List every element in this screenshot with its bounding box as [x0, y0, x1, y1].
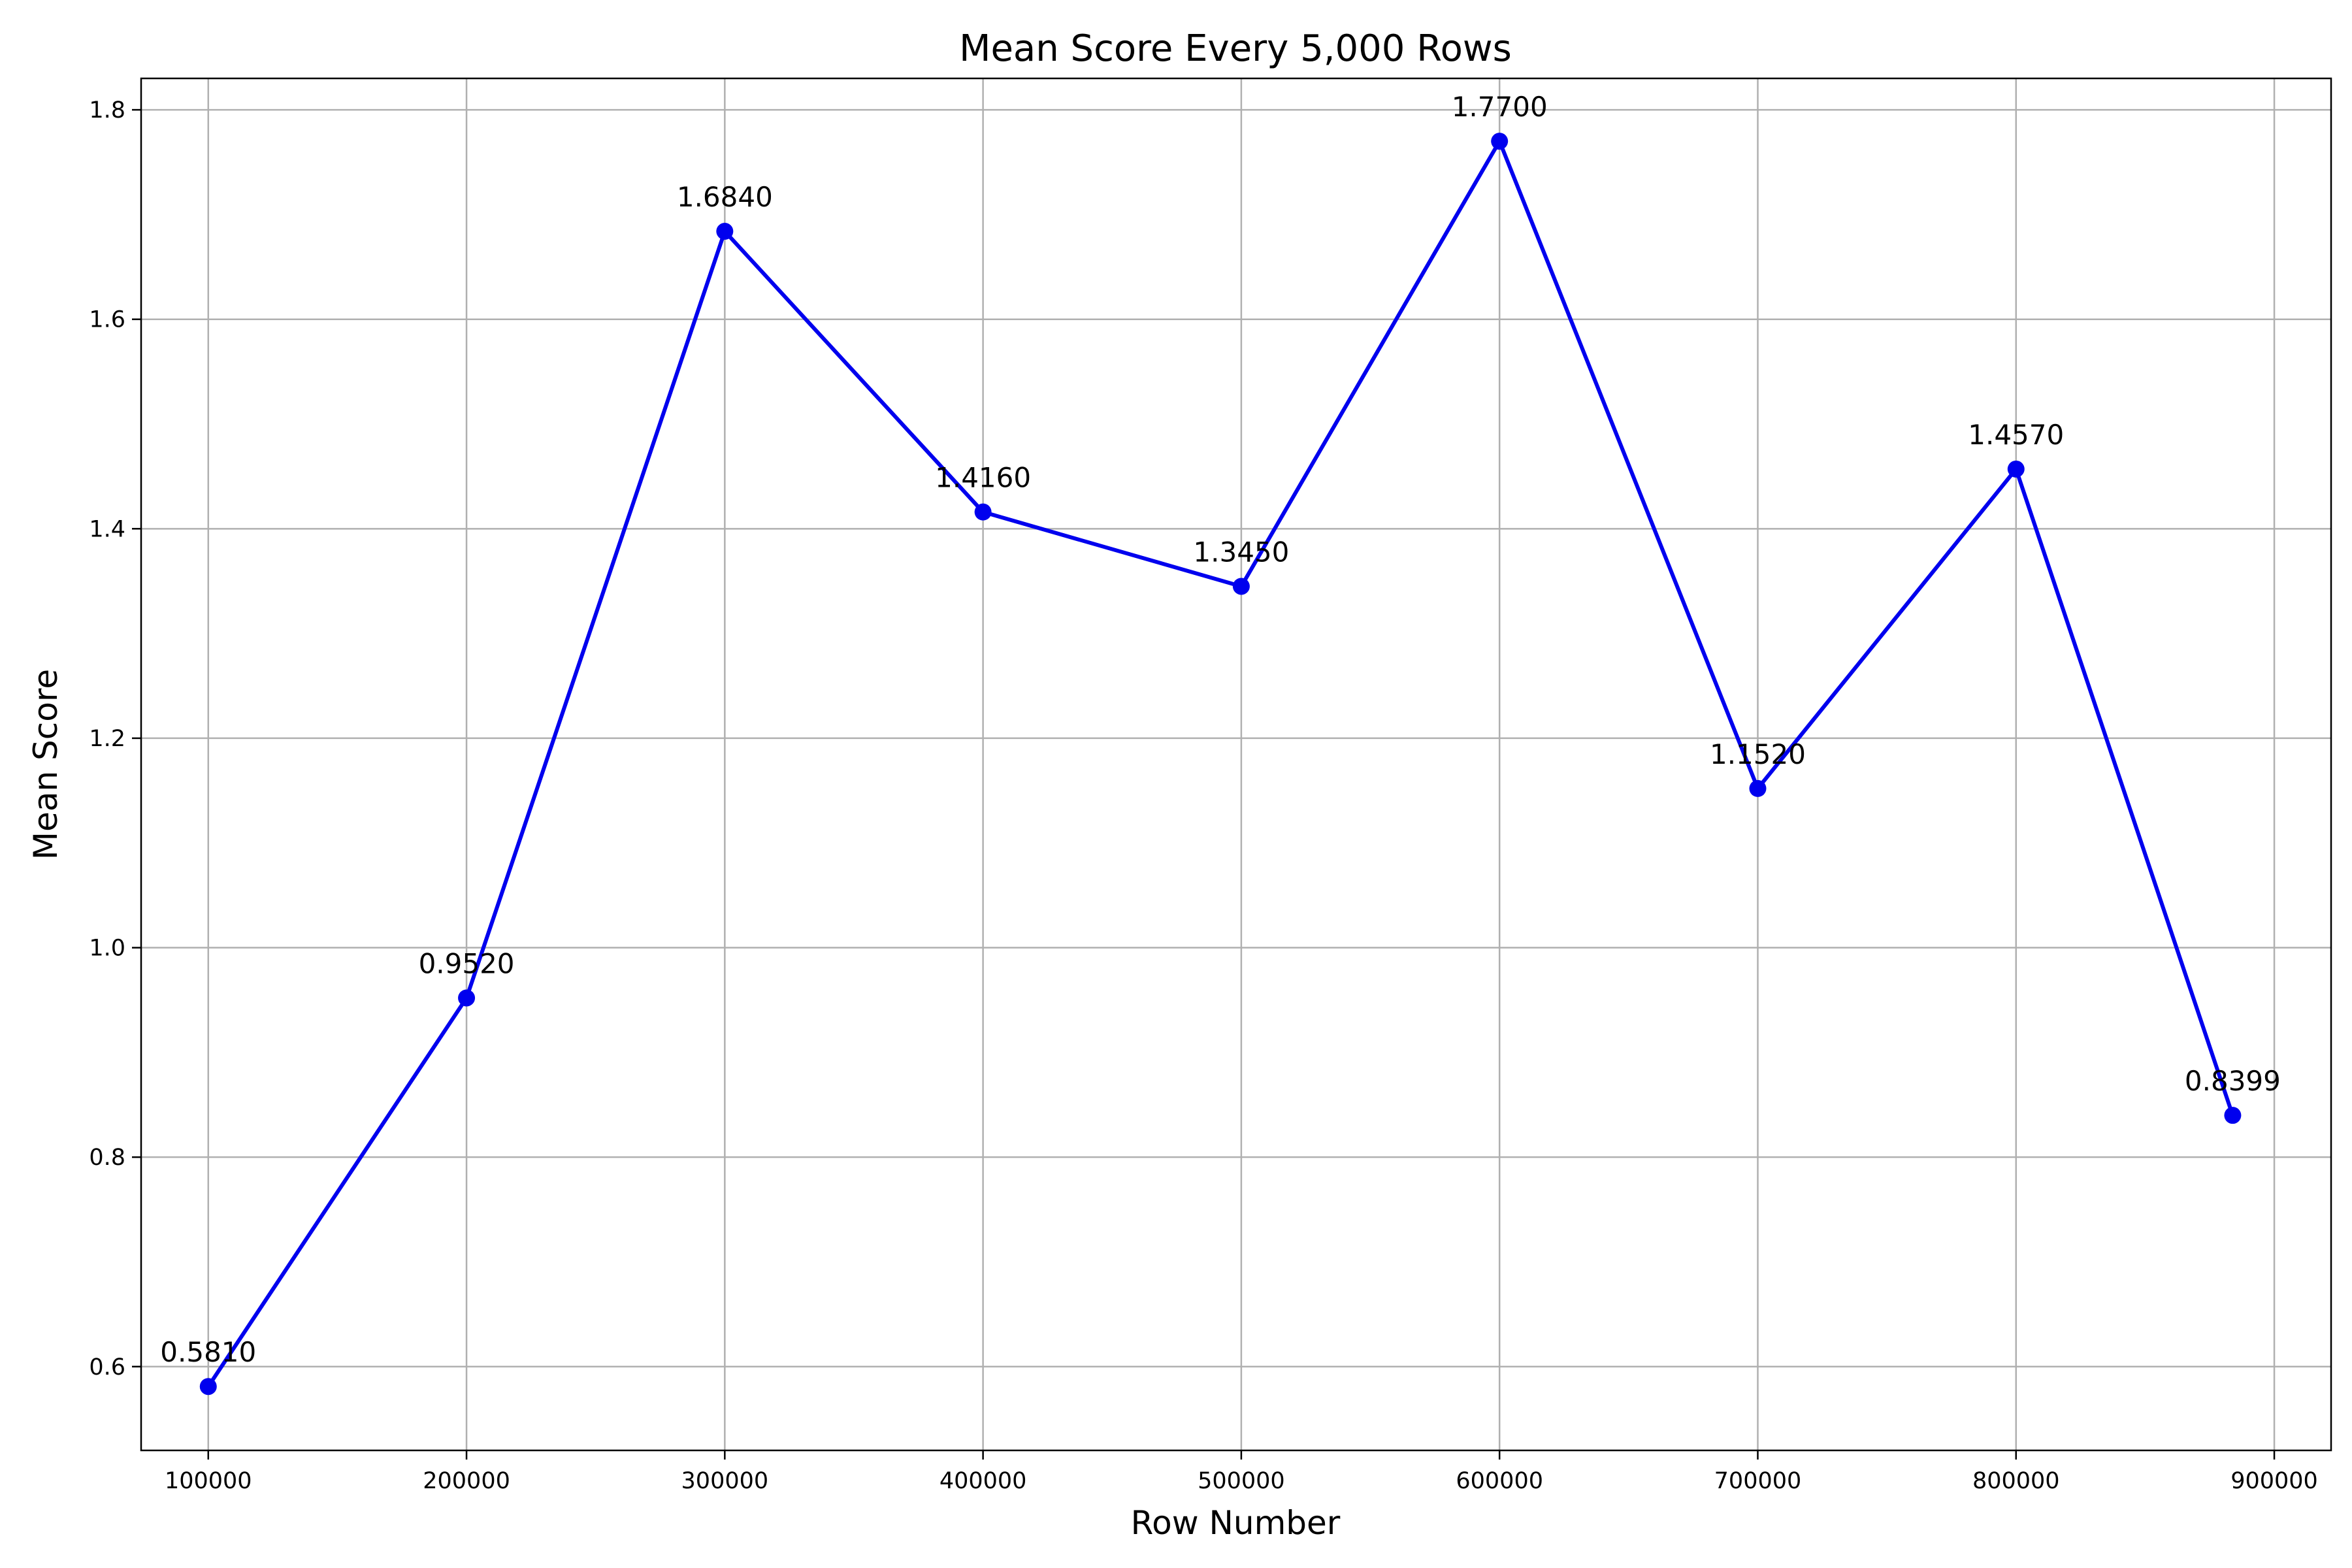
y-tick-label: 0.8	[89, 1145, 125, 1171]
x-tick-label: 100000	[165, 1468, 252, 1494]
data-label: 0.5810	[160, 1336, 256, 1368]
y-tick-label: 1.0	[89, 936, 125, 962]
data-label: 1.4570	[1968, 419, 2064, 451]
data-point	[2007, 460, 2025, 478]
y-tick-label: 1.8	[89, 97, 125, 123]
data-label: 1.4160	[935, 462, 1031, 494]
grid	[141, 78, 2331, 1450]
y-tick-label: 1.2	[89, 726, 125, 752]
x-tick-label: 200000	[423, 1468, 510, 1494]
x-tick-label: 300000	[681, 1468, 769, 1494]
plot-frame	[140, 77, 2332, 1452]
series-line	[206, 139, 2235, 1388]
data-point	[1232, 578, 1250, 595]
data-point	[1491, 133, 1509, 150]
data-label: 1.3450	[1193, 536, 1289, 568]
data-point	[2224, 1107, 2242, 1124]
y-tick-label: 1.4	[89, 516, 125, 542]
y-tick-label: 0.6	[89, 1354, 125, 1380]
data-label: 0.8399	[2185, 1065, 2281, 1097]
data-label: 1.1520	[1710, 738, 1806, 770]
x-tick-label: 400000	[939, 1468, 1027, 1494]
y-tick-label: 1.6	[89, 307, 125, 333]
series-layer	[199, 133, 2242, 1396]
x-tick-label: 700000	[1714, 1468, 1802, 1494]
x-tick-label: 600000	[1456, 1468, 1543, 1494]
data-point	[716, 223, 734, 240]
data-point	[458, 989, 476, 1007]
data-point	[1749, 779, 1767, 797]
data-point	[199, 1378, 217, 1396]
data-label: 1.7700	[1452, 91, 1548, 123]
x-axis-label: Row Number	[1131, 1504, 1341, 1542]
data-point	[974, 503, 992, 521]
data-label: 1.6840	[677, 181, 773, 213]
data-label: 0.9520	[419, 947, 515, 979]
chart-title: Mean Score Every 5,000 Rows	[959, 27, 1512, 70]
x-tick-label: 500000	[1198, 1468, 1285, 1494]
y-axis-label: Mean Score	[27, 669, 65, 860]
x-tick-label: 900000	[2230, 1468, 2318, 1494]
axes: 100000 200000 300000 400000 500000 600000 7000…	[89, 77, 2332, 1494]
data-labels: 0.5810 0.9520 1.6840 1.4160 1.3450 1.7700 1.15…	[160, 91, 2281, 1368]
x-tick-label: 800000	[1972, 1468, 2060, 1494]
